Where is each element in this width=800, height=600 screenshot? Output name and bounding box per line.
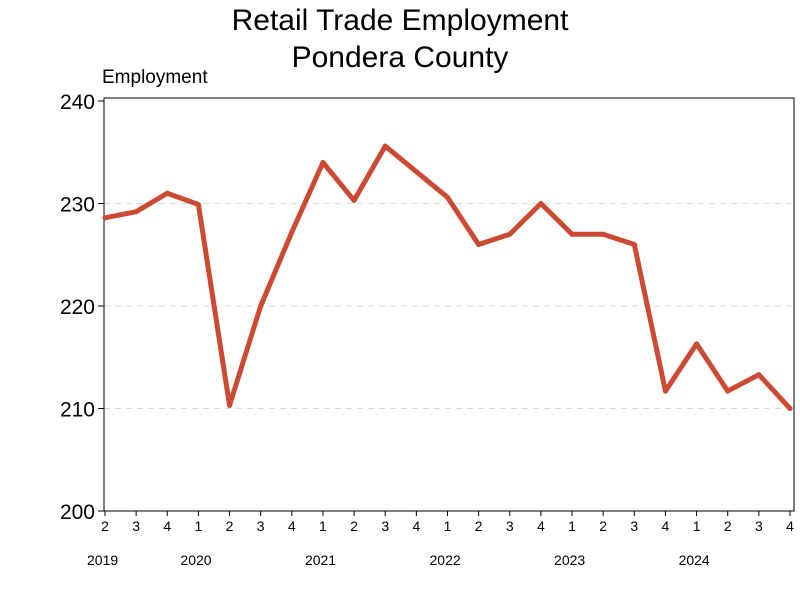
data-point — [102, 215, 108, 221]
x-tick-label: 2 — [101, 518, 109, 534]
x-tick-label: 1 — [693, 518, 701, 534]
y-axis: 200 210 220 230 240 — [60, 91, 104, 524]
chart-title-line-1: Retail Trade Employment — [231, 4, 569, 37]
data-point — [133, 209, 139, 215]
x-tick-label: 2 — [724, 518, 732, 534]
data-point — [445, 194, 450, 200]
x-tick-label: 4 — [537, 518, 545, 534]
data-point — [600, 231, 606, 237]
data-point — [694, 341, 700, 347]
data-point — [351, 197, 357, 203]
x-tick-label: 4 — [412, 518, 420, 534]
series-line — [102, 143, 793, 411]
x-tick-label: 4 — [163, 518, 171, 534]
data-point — [258, 303, 264, 309]
data-point — [756, 372, 762, 378]
grid-lines — [104, 203, 794, 409]
y-tick-label: 210 — [60, 399, 95, 422]
x-tick-label: 4 — [288, 518, 296, 534]
y-tick-label: 220 — [60, 296, 95, 319]
data-point — [631, 242, 637, 247]
data-point — [507, 231, 513, 237]
x-axis: 2 3 4 1 2 3 4 1 2 3 4 1 2 3 4 1 2 3 4 1 2 3 4 2019 2020 2021 2022 2… — [87, 511, 794, 568]
data-point — [569, 231, 575, 237]
x-year-label: 2021 — [305, 552, 336, 568]
x-year-label: 2019 — [87, 552, 118, 568]
data-point — [289, 229, 295, 235]
data-point — [320, 160, 326, 165]
y-axis-label: Employment — [102, 67, 208, 88]
x-tick-label: 3 — [257, 518, 265, 534]
data-point — [164, 190, 170, 196]
x-tick-label: 3 — [506, 518, 514, 534]
x-tick-label: 3 — [630, 518, 638, 534]
y-tick-label: 240 — [60, 91, 95, 114]
x-tick-label: 4 — [786, 518, 794, 534]
x-year-label: 2023 — [554, 552, 585, 568]
x-tick-label: 3 — [755, 518, 763, 534]
chart-title: Retail Trade Employment Pondera County — [0, 2, 800, 76]
data-point — [538, 201, 544, 206]
x-tick-label: 1 — [444, 518, 452, 534]
x-year-label: 2022 — [430, 552, 461, 568]
y-tick-label: 230 — [60, 194, 95, 217]
x-tick-label: 2 — [475, 518, 483, 534]
x-tick-label: 2 — [350, 518, 358, 534]
x-tick-label: 1 — [195, 518, 203, 534]
x-year-label: 2020 — [180, 552, 211, 568]
x-tick-label: 2 — [599, 518, 607, 534]
x-year-label: 2024 — [679, 552, 710, 568]
x-tick-label: 4 — [662, 518, 670, 534]
chart-title-line-2: Pondera County — [291, 41, 509, 74]
data-point — [476, 242, 482, 247]
plot-frame — [103, 97, 795, 512]
x-tick-label: 3 — [381, 518, 389, 534]
data-point — [413, 169, 419, 175]
data-point — [227, 402, 233, 408]
x-tick-label: 1 — [319, 518, 327, 534]
data-point — [725, 388, 731, 394]
data-point — [195, 202, 201, 208]
x-tick-label: 3 — [132, 518, 140, 534]
data-point — [382, 143, 388, 149]
data-point — [787, 406, 793, 411]
y-tick-label: 200 — [60, 501, 95, 524]
x-tick-label: 1 — [568, 518, 576, 534]
series-layer — [102, 143, 793, 411]
data-point — [662, 388, 668, 394]
x-tick-label: 2 — [226, 518, 234, 534]
